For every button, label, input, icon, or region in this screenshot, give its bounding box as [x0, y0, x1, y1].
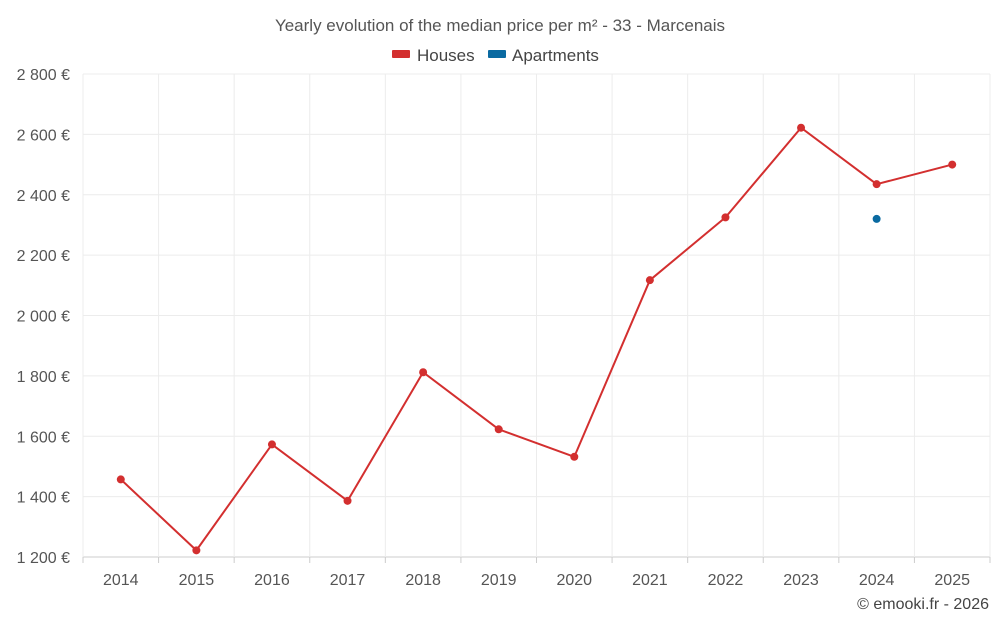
legend-label-apartments: Apartments	[512, 46, 599, 65]
series-layer	[116, 123, 957, 555]
y-tick-label: 2 800 €	[17, 67, 70, 84]
y-tick-label: 2 400 €	[17, 188, 70, 205]
x-tick-label: 2021	[632, 572, 668, 589]
data-point-apartments[interactable]	[872, 214, 881, 223]
y-tick-label: 1 800 €	[17, 369, 70, 386]
y-tick-label: 1 600 €	[17, 429, 70, 446]
series-line-houses	[120, 126, 953, 552]
data-point-houses[interactable]	[343, 496, 352, 505]
series-apartments	[872, 214, 881, 223]
data-point-houses[interactable]	[570, 452, 579, 461]
x-tick-label: 2020	[556, 572, 592, 589]
x-tick-label: 2016	[254, 572, 290, 589]
x-tick-label: 2014	[103, 572, 139, 589]
y-tick-label: 1 400 €	[17, 490, 70, 507]
x-tick-label: 2015	[179, 572, 215, 589]
legend-label-houses: Houses	[417, 46, 475, 65]
x-tick-label: 2018	[405, 572, 441, 589]
x-tick-label: 2024	[859, 572, 895, 589]
x-tick-label: 2025	[934, 572, 970, 589]
credit-text: © emooki.fr - 2026	[857, 596, 989, 613]
data-point-houses[interactable]	[872, 180, 881, 189]
legend: Houses Apartments	[392, 46, 599, 65]
y-axis-ticks: 1 200 € 1 400 € 1 600 € 1 800 € 2 000 € 2 200…	[17, 67, 70, 567]
data-point-houses[interactable]	[948, 160, 957, 169]
legend-item-houses[interactable]: Houses	[392, 46, 475, 65]
legend-swatch-houses	[392, 50, 410, 58]
x-tick-label: 2023	[783, 572, 819, 589]
x-tick-label: 2019	[481, 572, 517, 589]
data-point-houses[interactable]	[797, 123, 806, 132]
y-tick-label: 1 200 €	[17, 550, 70, 567]
data-point-houses[interactable]	[192, 546, 201, 555]
data-point-houses[interactable]	[721, 213, 730, 222]
series-houses	[116, 123, 957, 555]
y-tick-label: 2 200 €	[17, 248, 70, 265]
data-point-houses[interactable]	[116, 475, 125, 484]
y-tick-label: 2 000 €	[17, 309, 70, 326]
data-point-houses[interactable]	[645, 276, 654, 285]
chart-title: Yearly evolution of the median price per…	[275, 16, 725, 35]
data-point-houses[interactable]	[494, 425, 503, 434]
legend-item-apartments[interactable]: Apartments	[488, 46, 599, 65]
gridlines	[82, 73, 991, 563]
x-axis-ticks: 2014 2015 2016 2017 2018 2019 2020 2021 2022 2023…	[103, 572, 970, 589]
data-point-houses[interactable]	[419, 368, 428, 377]
x-tick-label: 2017	[330, 572, 366, 589]
legend-swatch-apartments	[488, 50, 506, 58]
x-tick-label: 2022	[708, 572, 744, 589]
y-tick-label: 2 600 €	[17, 127, 70, 144]
data-point-houses[interactable]	[267, 440, 276, 449]
